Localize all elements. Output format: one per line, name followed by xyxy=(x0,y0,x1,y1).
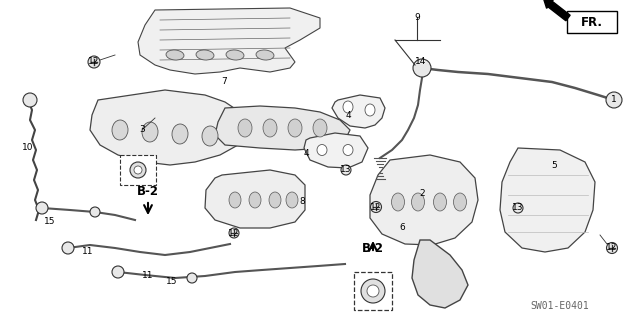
Circle shape xyxy=(367,285,379,297)
Ellipse shape xyxy=(454,193,467,211)
Text: 12: 12 xyxy=(228,228,240,238)
Circle shape xyxy=(62,242,74,254)
Ellipse shape xyxy=(238,119,252,137)
FancyBboxPatch shape xyxy=(354,272,392,310)
Text: 15: 15 xyxy=(44,218,56,226)
Ellipse shape xyxy=(202,126,218,146)
Text: FR.: FR. xyxy=(581,16,603,28)
Text: 5: 5 xyxy=(551,160,557,169)
Text: 2: 2 xyxy=(419,189,425,197)
Circle shape xyxy=(413,59,431,77)
Text: 8: 8 xyxy=(299,197,305,206)
Ellipse shape xyxy=(249,192,261,208)
Text: 3: 3 xyxy=(139,125,145,135)
Polygon shape xyxy=(90,90,245,165)
Text: 12: 12 xyxy=(371,203,381,211)
FancyBboxPatch shape xyxy=(567,11,617,33)
Ellipse shape xyxy=(343,101,353,113)
Circle shape xyxy=(513,203,523,213)
Text: 14: 14 xyxy=(415,57,427,66)
Ellipse shape xyxy=(256,50,274,60)
Text: 13: 13 xyxy=(512,204,524,212)
Ellipse shape xyxy=(412,193,424,211)
FancyBboxPatch shape xyxy=(120,155,156,185)
Text: 15: 15 xyxy=(166,278,178,286)
Ellipse shape xyxy=(288,119,302,137)
Ellipse shape xyxy=(263,119,277,137)
Ellipse shape xyxy=(286,192,298,208)
Polygon shape xyxy=(412,240,468,308)
Ellipse shape xyxy=(343,145,353,155)
Text: 10: 10 xyxy=(22,144,34,152)
Text: 13: 13 xyxy=(340,166,352,174)
Polygon shape xyxy=(500,148,595,252)
Ellipse shape xyxy=(392,193,404,211)
Circle shape xyxy=(371,202,381,212)
Circle shape xyxy=(90,207,100,217)
Circle shape xyxy=(341,165,351,175)
Text: 6: 6 xyxy=(399,224,405,233)
FancyArrow shape xyxy=(544,0,570,21)
Ellipse shape xyxy=(313,119,327,137)
Circle shape xyxy=(361,279,385,303)
Ellipse shape xyxy=(226,50,244,60)
Circle shape xyxy=(607,242,618,254)
Circle shape xyxy=(112,266,124,278)
Text: 1: 1 xyxy=(611,95,617,105)
Text: 11: 11 xyxy=(83,248,93,256)
Polygon shape xyxy=(215,106,350,150)
Text: 9: 9 xyxy=(414,12,420,21)
Polygon shape xyxy=(138,8,320,74)
Ellipse shape xyxy=(172,124,188,144)
Ellipse shape xyxy=(112,120,128,140)
Text: 4: 4 xyxy=(345,110,351,120)
Circle shape xyxy=(36,202,48,214)
Polygon shape xyxy=(370,155,478,245)
Circle shape xyxy=(88,56,100,68)
Ellipse shape xyxy=(142,122,158,142)
Text: B-2: B-2 xyxy=(362,242,384,255)
Ellipse shape xyxy=(365,104,375,116)
Ellipse shape xyxy=(166,50,184,60)
Polygon shape xyxy=(332,95,385,128)
Circle shape xyxy=(606,92,622,108)
Ellipse shape xyxy=(196,50,214,60)
Text: 4: 4 xyxy=(303,149,309,158)
Text: 7: 7 xyxy=(221,78,227,86)
Text: 12: 12 xyxy=(88,57,100,66)
Ellipse shape xyxy=(269,192,281,208)
Text: SW01-E0401: SW01-E0401 xyxy=(530,301,589,311)
Text: B-2: B-2 xyxy=(137,185,159,198)
Polygon shape xyxy=(205,170,305,228)
Circle shape xyxy=(229,228,239,238)
Circle shape xyxy=(130,162,146,178)
Ellipse shape xyxy=(317,145,327,155)
Text: 12: 12 xyxy=(606,243,618,253)
Polygon shape xyxy=(304,133,368,168)
Circle shape xyxy=(134,166,142,174)
Ellipse shape xyxy=(229,192,241,208)
Circle shape xyxy=(187,273,197,283)
Ellipse shape xyxy=(433,193,447,211)
Circle shape xyxy=(23,93,37,107)
Text: 11: 11 xyxy=(142,271,154,280)
